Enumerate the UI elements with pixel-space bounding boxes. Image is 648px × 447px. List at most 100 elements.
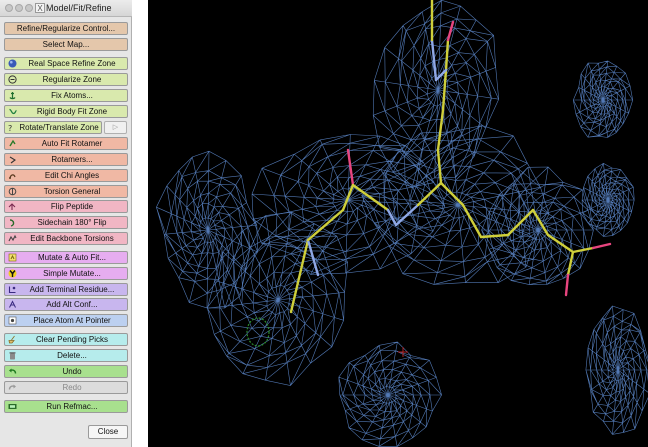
trash-icon xyxy=(8,351,17,360)
undo-arrow-icon xyxy=(8,367,17,376)
rotate-translate-zone-button[interactable]: ? Rotate/Translate Zone xyxy=(4,121,102,134)
rotamers-button[interactable]: Rotamers... xyxy=(4,153,128,166)
place-atom-at-pointer-button[interactable]: Place Atom At Pointer xyxy=(4,314,128,327)
regularize-zone-button[interactable]: Regularize Zone xyxy=(4,73,128,86)
bond[interactable] xyxy=(506,208,535,237)
bond[interactable] xyxy=(546,233,575,254)
bond[interactable] xyxy=(566,250,575,277)
bond[interactable] xyxy=(439,181,465,207)
rotate-icon: ? xyxy=(8,123,17,132)
simple-mutate-label: Simple Mutate... xyxy=(43,269,101,278)
edit-backbone-torsions-button[interactable]: Edit Backbone Torsions xyxy=(4,232,128,245)
bond[interactable] xyxy=(444,38,450,72)
fix-atoms-label: Fix Atoms... xyxy=(51,91,93,100)
minimize-window-button[interactable] xyxy=(15,4,23,12)
anchor-icon xyxy=(8,91,17,100)
bond[interactable] xyxy=(446,20,455,42)
regularize-zone-label: Regularize Zone xyxy=(42,75,102,84)
electron-density-mesh xyxy=(156,0,648,447)
delete-button[interactable]: Delete... xyxy=(4,349,128,362)
rotation-centre-marker xyxy=(398,347,408,357)
density-map-canvas[interactable] xyxy=(148,0,648,447)
backbone-torsion-icon xyxy=(8,234,17,243)
zoom-window-button[interactable] xyxy=(25,4,33,12)
edit-chi-angles-button[interactable]: Edit Chi Angles xyxy=(4,169,128,182)
redo-label: Redo xyxy=(62,383,82,392)
redo-button[interactable]: Redo xyxy=(4,381,128,394)
bond[interactable] xyxy=(531,208,550,237)
flip-peptide-button[interactable]: Flip Peptide xyxy=(4,200,128,213)
bond[interactable] xyxy=(434,68,448,82)
sidechain-flip-label: Sidechain 180° Flip xyxy=(37,218,107,227)
tool-panel: X Model/Fit/Refine Refine/Regularize Con… xyxy=(0,0,132,447)
refine-regularize-control-button[interactable]: Refine/Regularize Control... xyxy=(4,22,128,35)
chi-angle-icon xyxy=(8,171,17,180)
sidechain-flip-button[interactable]: Sidechain 180° Flip xyxy=(4,216,128,229)
window-title: Model/Fit/Refine xyxy=(46,3,112,13)
fix-atoms-button[interactable]: Fix Atoms... xyxy=(4,89,128,102)
run-refmac-button[interactable]: Run Refmac... xyxy=(4,400,128,413)
bond[interactable] xyxy=(564,273,570,297)
redo-arrow-icon xyxy=(8,383,17,392)
bond[interactable] xyxy=(441,68,448,112)
bond[interactable] xyxy=(351,183,390,212)
rigid-body-icon xyxy=(8,107,17,116)
broom-icon xyxy=(8,335,17,344)
torsion-icon xyxy=(8,187,17,196)
sidechain-flip-icon xyxy=(8,218,17,227)
mutate-auto-fit-button[interactable]: Mutate & Auto Fit... xyxy=(4,251,128,264)
add-terminal-residue-button[interactable]: Add Terminal Residue... xyxy=(4,283,128,296)
place-atom-icon xyxy=(8,316,17,325)
add-terminal-residue-label: Add Terminal Residue... xyxy=(29,285,115,294)
select-map-button[interactable]: Select Map... xyxy=(4,38,128,51)
bond[interactable] xyxy=(479,233,510,239)
bond[interactable] xyxy=(436,108,445,152)
alt-conf-icon xyxy=(8,300,17,309)
close-button-label: Close xyxy=(97,427,119,436)
place-atom-at-pointer-label: Place Atom At Pointer xyxy=(33,316,111,325)
bond[interactable] xyxy=(416,181,443,207)
bond[interactable] xyxy=(289,238,310,314)
bond[interactable] xyxy=(571,246,595,254)
undo-button[interactable]: Undo xyxy=(4,365,128,378)
real-space-refine-zone-button[interactable]: Real Space Refine Zone xyxy=(4,57,128,70)
bond[interactable] xyxy=(306,208,345,242)
flip-peptide-label: Flip Peptide xyxy=(50,202,94,211)
bond[interactable] xyxy=(591,242,612,250)
bond[interactable] xyxy=(461,203,483,239)
run-refmac-label: Run Refmac... xyxy=(46,402,98,411)
bond[interactable] xyxy=(430,38,438,82)
torsion-general-button[interactable]: Torsion General xyxy=(4,185,128,198)
auto-fit-icon xyxy=(8,139,17,148)
terminal-residue-icon xyxy=(8,285,17,294)
clear-pending-picks-label: Clear Pending Picks xyxy=(35,335,109,344)
edit-backbone-torsions-label: Edit Backbone Torsions xyxy=(30,234,114,243)
refine-regularize-control-label: Refine/Regularize Control... xyxy=(16,24,116,33)
flip-peptide-icon xyxy=(8,202,17,211)
rotamers-label: Rotamers... xyxy=(51,155,93,164)
bond[interactable] xyxy=(346,148,355,187)
bond[interactable] xyxy=(386,208,398,227)
add-alt-conf-button[interactable]: Add Alt Conf... xyxy=(4,298,128,311)
atomic-model[interactable] xyxy=(289,0,612,314)
rigid-body-fit-zone-label: Rigid Body Fit Zone xyxy=(36,107,108,116)
bond[interactable] xyxy=(436,148,443,185)
bond[interactable] xyxy=(306,238,320,277)
molecule-viewport[interactable] xyxy=(148,0,648,447)
simple-mutate-button[interactable]: Simple Mutate... xyxy=(4,267,128,280)
rotate-translate-options-arrow[interactable]: ▷ xyxy=(104,121,127,134)
auto-fit-rotamer-button[interactable]: Auto Fit Rotamer xyxy=(4,137,128,150)
close-button[interactable]: Close xyxy=(88,425,128,439)
bond[interactable] xyxy=(394,203,420,227)
bond[interactable] xyxy=(341,183,355,212)
close-window-button[interactable] xyxy=(5,4,13,12)
refmac-icon xyxy=(8,402,17,411)
x11-window-icon: X xyxy=(35,3,45,13)
undo-label: Undo xyxy=(62,367,82,376)
regularize-icon xyxy=(8,75,17,84)
rigid-body-fit-zone-button[interactable]: Rigid Body Fit Zone xyxy=(4,105,128,118)
edit-chi-angles-label: Edit Chi Angles xyxy=(44,171,100,180)
clear-pending-picks-button[interactable]: Clear Pending Picks xyxy=(4,333,128,346)
rotate-translate-zone-label: Rotate/Translate Zone xyxy=(19,123,99,132)
real-space-refine-zone-label: Real Space Refine Zone xyxy=(28,59,116,68)
